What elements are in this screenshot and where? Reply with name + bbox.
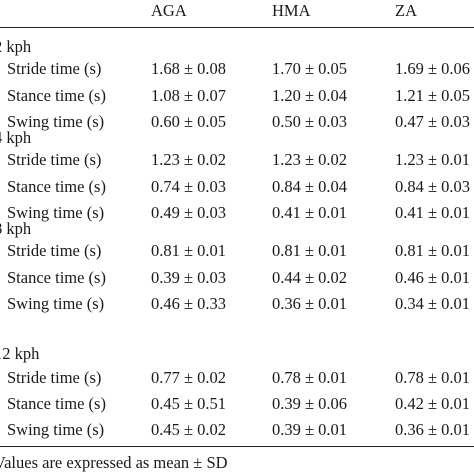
header-rule (0, 27, 474, 28)
table-cell: 0.34 ± 0.01 (395, 294, 471, 313)
table-cell: 0.45 ± 0.02 (151, 420, 227, 439)
row-label: Stride time (s) (7, 241, 102, 260)
speed-group-label: 12 kph (0, 344, 40, 363)
table-cell: 0.36 ± 0.01 (272, 294, 348, 313)
table-cell: 1.70 ± 0.05 (272, 59, 348, 78)
table-cell: 0.41 ± 0.01 (272, 203, 348, 222)
table-cell: 0.81 ± 0.01 (151, 241, 227, 260)
row-label: Stride time (s) (7, 59, 102, 78)
table-cell: 1.23 ± 0.01 (395, 150, 471, 169)
row-label: Stance time (s) (7, 394, 106, 413)
row-label: Swing time (s) (7, 420, 105, 439)
table-cell: 1.68 ± 0.08 (151, 59, 227, 78)
table-cell: 0.84 ± 0.04 (272, 177, 348, 196)
speed-group-label: 2 kph (0, 37, 32, 56)
row-label: Swing time (s) (7, 112, 105, 131)
table-cell: 1.23 ± 0.02 (151, 150, 227, 169)
table-cell: 0.60 ± 0.05 (151, 112, 227, 131)
table-cell: 0.41 ± 0.01 (395, 203, 471, 222)
column-header-za: ZA (395, 1, 417, 20)
table-cell: 0.39 ± 0.06 (272, 394, 348, 413)
row-label: Stance time (s) (7, 268, 106, 287)
table-cell: 1.20 ± 0.04 (272, 86, 348, 105)
table-cell: 0.78 ± 0.01 (272, 368, 348, 387)
speed-group-label: 8 kph (0, 219, 32, 238)
table-cell: 0.39 ± 0.01 (272, 420, 348, 439)
table-cell: 0.47 ± 0.03 (395, 112, 471, 131)
table-cell: 0.74 ± 0.03 (151, 177, 227, 196)
table-cell: 0.50 ± 0.03 (272, 112, 348, 131)
table-cell: 0.39 ± 0.03 (151, 268, 227, 287)
row-label: Stance time (s) (7, 86, 106, 105)
table-footnote: Values are expressed as mean ± SD (0, 453, 228, 472)
table-cell: 0.78 ± 0.01 (395, 368, 471, 387)
table-cell: 0.44 ± 0.02 (272, 268, 348, 287)
table-cell: 0.46 ± 0.01 (395, 268, 471, 287)
row-label: Swing time (s) (7, 294, 105, 313)
table-cell: 0.84 ± 0.03 (395, 177, 471, 196)
table-cell: 0.36 ± 0.01 (395, 420, 471, 439)
table-cell: 0.49 ± 0.03 (151, 203, 227, 222)
table-cell: 1.69 ± 0.06 (395, 59, 471, 78)
row-label: Stride time (s) (7, 150, 102, 169)
table-cell: 0.42 ± 0.01 (395, 394, 471, 413)
table-cell: 0.81 ± 0.01 (272, 241, 348, 260)
table-cell: 0.81 ± 0.01 (395, 241, 471, 260)
column-header-aga: AGA (151, 1, 187, 20)
row-label: Stride time (s) (7, 368, 102, 387)
table-cell: 1.08 ± 0.07 (151, 86, 227, 105)
table-cell: 1.23 ± 0.02 (272, 150, 348, 169)
row-label: Swing time (s) (7, 203, 105, 222)
table-cell: 0.45 ± 0.51 (151, 394, 227, 413)
bottom-rule (0, 446, 474, 447)
row-label: Stance time (s) (7, 177, 106, 196)
speed-group-label: 4 kph (0, 128, 32, 147)
table-cell: 0.77 ± 0.02 (151, 368, 227, 387)
table-cell: 1.21 ± 0.05 (395, 86, 471, 105)
column-header-hma: HMA (272, 1, 311, 20)
table-cell: 0.46 ± 0.33 (151, 294, 227, 313)
